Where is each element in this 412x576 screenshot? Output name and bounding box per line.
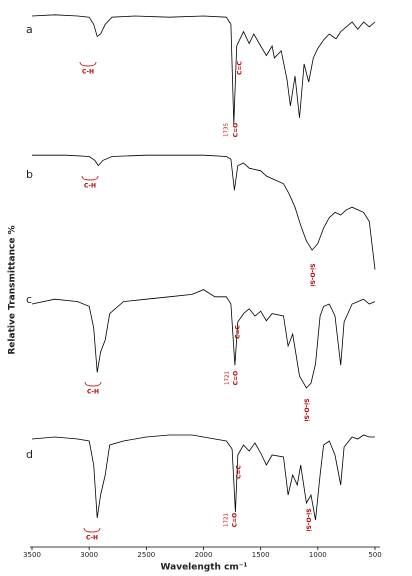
spectrum-line: [31, 434, 375, 521]
peak-annotation: C-H: [84, 183, 96, 190]
peak-annotation: Si-O-Si: [303, 399, 310, 422]
panel-label: a: [26, 23, 33, 36]
spectrum-line: [31, 289, 376, 389]
panel-label: b: [26, 168, 33, 181]
peak-annotation: C=O: [233, 123, 240, 138]
y-axis-label: Relative Transmittance %: [8, 225, 18, 354]
peak-annotation: C=C: [237, 60, 244, 74]
peak-annotation: C-H: [86, 535, 98, 542]
peak-annotation: Si-O-Si: [309, 264, 316, 287]
spectrum-line: [32, 154, 376, 270]
peak-annotation: C-H: [87, 389, 99, 396]
x-tick-label: 3000: [80, 551, 98, 559]
peak-annotation: 1735: [224, 123, 230, 137]
peak-bracket: [79, 61, 97, 67]
panel-label: d: [26, 448, 33, 461]
x-tick-label: 500: [368, 551, 381, 559]
peak-annotation: C=C: [235, 324, 242, 338]
peak-annotation: C=O: [233, 371, 240, 386]
panel-label: c: [26, 293, 32, 306]
peak-bracket: [81, 175, 99, 181]
x-tick-label: 1500: [252, 551, 270, 559]
peak-bracket: [83, 527, 101, 533]
peak-annotation: Si-O-Si: [305, 509, 312, 532]
x-tick-label: 2000: [195, 551, 213, 559]
peak-annotation: 1721: [224, 513, 230, 527]
peak-annotation: C-H: [82, 69, 94, 76]
x-tick-label: 1000: [309, 551, 327, 559]
x-tick-label: 3500: [23, 551, 41, 559]
x-tick-label: 2500: [137, 551, 155, 559]
peak-annotation: C=C: [236, 464, 243, 478]
peak-annotation: C=O: [232, 513, 239, 528]
peak-annotation: 1721: [225, 371, 231, 385]
peak-bracket: [84, 381, 102, 387]
spectrum-line: [31, 14, 376, 125]
x-axis-label: Wavelength cm⁻¹: [161, 563, 248, 573]
